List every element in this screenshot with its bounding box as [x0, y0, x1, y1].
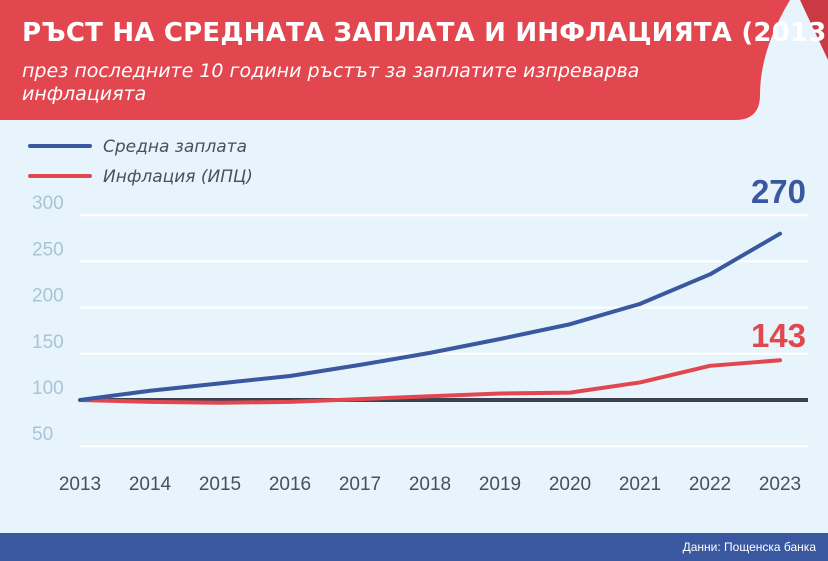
header-background: [0, 0, 828, 120]
series-lines: [78, 231, 808, 405]
y-tick-label: 150: [32, 332, 64, 353]
y-tick-label: 50: [32, 424, 53, 445]
x-tick-label: 2015: [199, 474, 241, 495]
footer-bar: Данни: Пощенска банка: [0, 533, 828, 561]
page-subtitle: през последните 10 години ръстът за запл…: [22, 60, 640, 105]
x-tick-label: 2013: [59, 474, 101, 495]
end-value-label: 143: [751, 317, 806, 354]
x-tick-label: 2020: [549, 474, 591, 495]
y-tick-label: 100: [32, 378, 64, 399]
end-labels: 270 143: [751, 173, 806, 354]
x-tick-label: 2014: [129, 474, 172, 495]
x-tick-label: 2023: [759, 474, 801, 495]
header-banner: РЪСТ НА СРЕДНАТА ЗАПЛАТА И ИНФЛАЦИЯТА (2…: [0, 0, 828, 120]
x-tick-label: 2019: [479, 474, 521, 495]
y-tick-label: 200: [32, 286, 64, 307]
series-line-wage: [78, 231, 782, 402]
y-tick-label: 250: [32, 239, 64, 260]
page-title: РЪСТ НА СРЕДНАТА ЗАПЛАТА И ИНФЛАЦИЯТА (2…: [22, 18, 828, 48]
legend-label: Средна заплата: [103, 137, 247, 157]
x-axis-ticks: 2013 2014 2015 2016 2017 2018 2019 2020 2021 2022…: [59, 474, 801, 495]
legend-label: Инфлация (ИПЦ): [103, 167, 253, 187]
grid-lines: [80, 214, 808, 448]
end-value-label: 270: [751, 173, 806, 210]
x-tick-label: 2022: [689, 474, 731, 495]
x-tick-label: 2016: [269, 474, 311, 495]
y-axis-ticks: 300 250 200 150 100 50: [32, 193, 64, 445]
legend: Средна заплата Инфлация (ИПЦ): [28, 137, 253, 187]
x-tick-label: 2018: [409, 474, 451, 495]
x-tick-label: 2017: [339, 474, 381, 495]
series-line-inflation: [78, 358, 782, 405]
data-source: Данни: Пощенска банка: [682, 540, 816, 554]
y-tick-label: 300: [32, 193, 64, 214]
x-tick-label: 2021: [619, 474, 661, 495]
